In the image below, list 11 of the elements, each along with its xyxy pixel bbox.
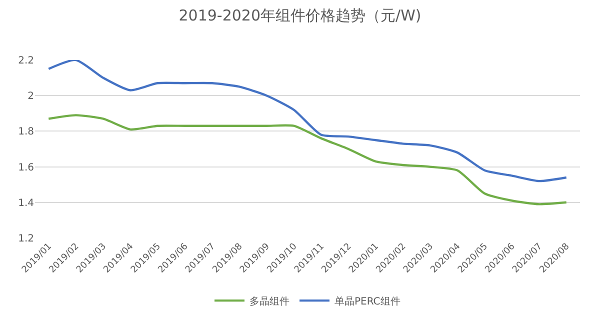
chart-title: 2019-2020年组件价格趋势（元/W): [178, 6, 422, 24]
y-tick-label: 1.4: [18, 198, 34, 209]
y-tick-label: 1.8: [18, 126, 34, 138]
y-tick-label: 1.2: [18, 234, 34, 244]
y-tick-label: 2: [28, 91, 34, 102]
line-series: [48, 60, 568, 182]
line-series: [48, 114, 568, 206]
legend-label: 单晶PERC组件: [334, 295, 400, 308]
legend-label: 多晶组件: [250, 295, 290, 308]
y-tick-label: 1.6: [18, 162, 34, 174]
y-tick-label: 2.2: [18, 56, 34, 66]
